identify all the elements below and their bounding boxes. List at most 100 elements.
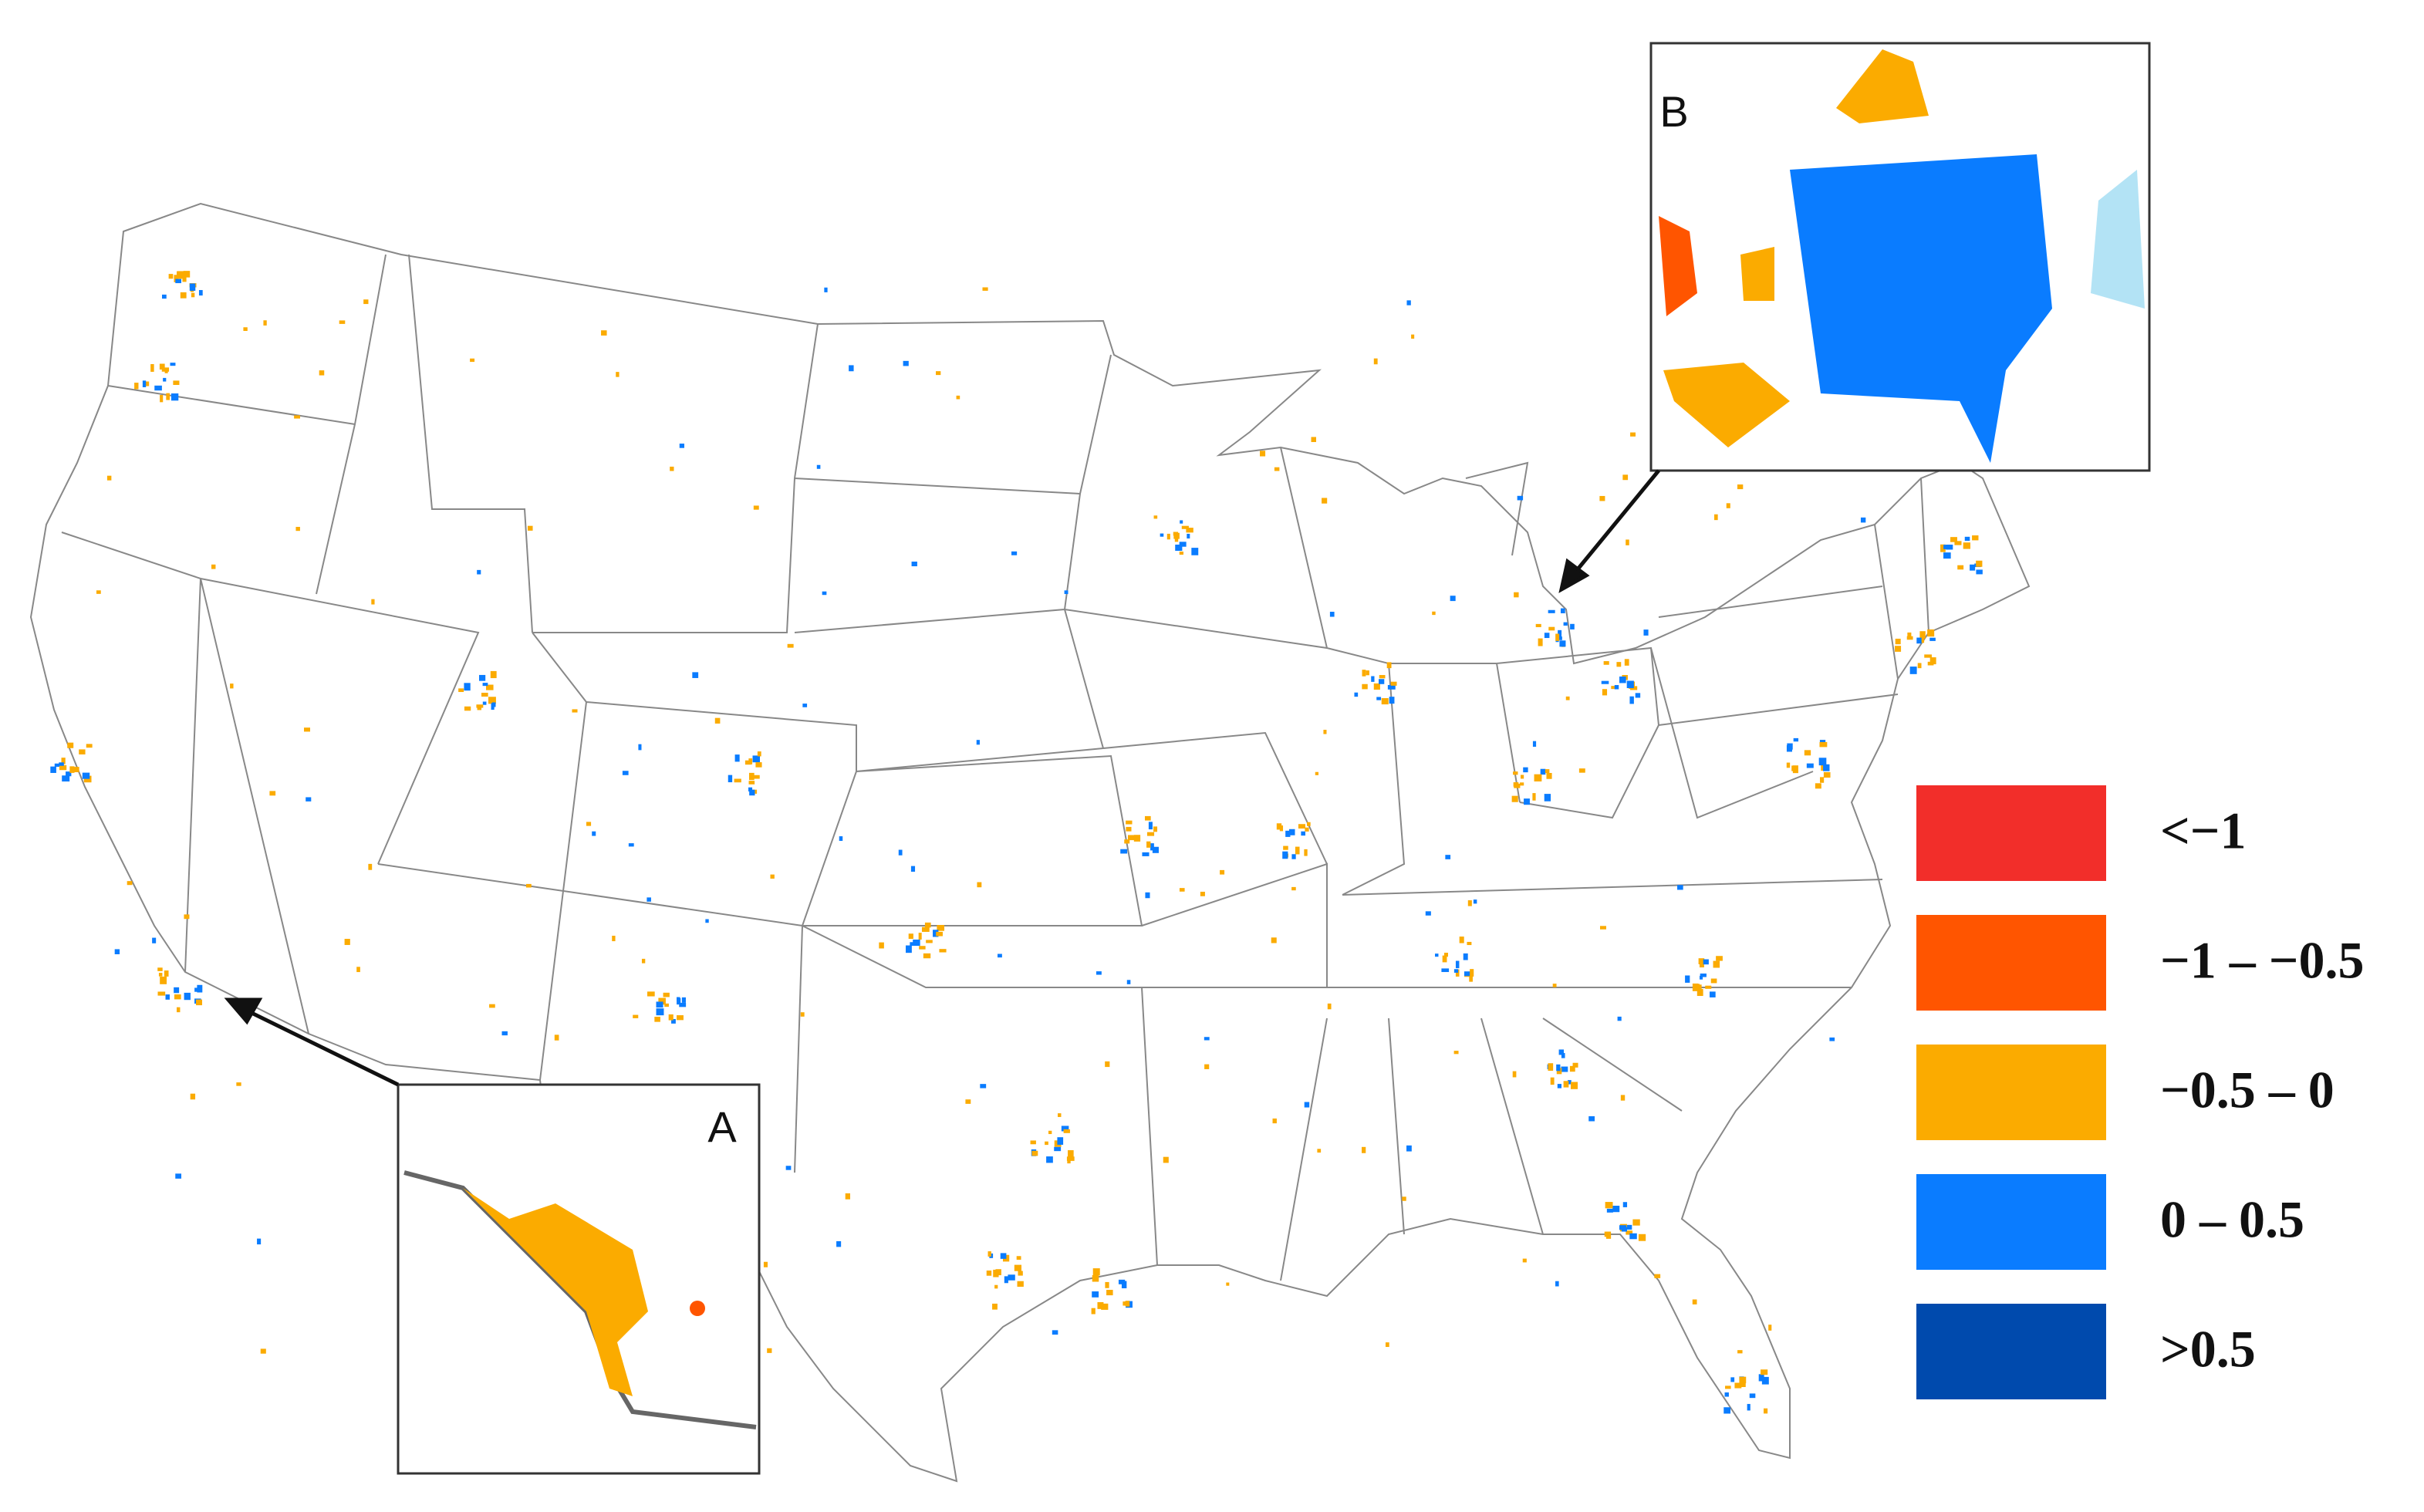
urban-patch xyxy=(236,1082,241,1086)
urban-patch xyxy=(160,394,164,403)
urban-patch xyxy=(134,383,139,390)
urban-patch xyxy=(1820,777,1825,783)
urban-patch xyxy=(83,775,92,783)
urban-patch xyxy=(482,683,488,687)
urban-patch xyxy=(304,727,310,732)
urban-patch xyxy=(1786,762,1791,768)
urban-patch xyxy=(1725,1385,1731,1389)
urban-patch xyxy=(1064,590,1069,595)
urban-patch xyxy=(363,299,369,305)
urban-area xyxy=(1790,154,2052,463)
urban-patch xyxy=(1544,794,1551,802)
urban-patch xyxy=(1705,985,1712,989)
urban-patch xyxy=(1611,686,1617,690)
urban-patch xyxy=(1390,681,1397,686)
urban-patch xyxy=(908,933,913,940)
urban-patch xyxy=(1963,542,1970,549)
urban-patch xyxy=(1976,569,1983,575)
urban-patch xyxy=(670,466,674,471)
urban-patch xyxy=(488,697,496,704)
urban-patch xyxy=(168,274,174,279)
urban-patch xyxy=(1123,1301,1126,1306)
urban-patch xyxy=(152,937,157,943)
urban-patch xyxy=(67,742,74,748)
urban-patch xyxy=(501,1031,508,1036)
urban-patch xyxy=(757,751,761,757)
urban-patch xyxy=(1927,661,1934,666)
urban-patch xyxy=(980,1084,987,1088)
urban-patch xyxy=(1304,849,1308,856)
urban-patch xyxy=(1379,675,1386,679)
urban-patch xyxy=(479,674,486,681)
urban-patch xyxy=(1406,1145,1412,1152)
urban-patch xyxy=(1315,771,1319,775)
urban-patch xyxy=(1304,1102,1310,1108)
urban-patch xyxy=(692,672,699,678)
urban-patch xyxy=(1556,1064,1561,1072)
urban-patch xyxy=(182,274,187,282)
urban-patch xyxy=(1017,1281,1024,1288)
urban-patch xyxy=(1153,515,1158,519)
urban-patch xyxy=(50,766,56,773)
urban-patch xyxy=(910,866,916,872)
urban-patch xyxy=(663,992,670,997)
urban-patch xyxy=(1534,774,1542,781)
urban-patch xyxy=(1180,520,1183,524)
urban-patch xyxy=(1411,334,1415,339)
urban-patch xyxy=(1307,822,1311,826)
urban-patch xyxy=(371,599,375,605)
urban-patch xyxy=(1638,1234,1646,1241)
urban-patch xyxy=(142,380,147,387)
urban-patch xyxy=(1909,667,1917,674)
urban-patch xyxy=(166,393,170,400)
urban-patch xyxy=(1295,846,1300,855)
legend-swatch xyxy=(1916,785,2106,881)
urban-patch xyxy=(1068,1149,1074,1157)
urban-patch xyxy=(1445,855,1451,859)
urban-patch xyxy=(190,1093,196,1100)
urban-patch xyxy=(1470,969,1474,977)
urban-patch xyxy=(1058,1113,1062,1117)
country-outline xyxy=(29,202,2031,1483)
urban-patch xyxy=(1578,768,1585,773)
urban-patch xyxy=(1052,1330,1058,1335)
urban-patch xyxy=(1187,533,1190,539)
urban-patch xyxy=(1601,680,1609,684)
urban-patch xyxy=(1453,1051,1459,1055)
urban-patch xyxy=(470,358,475,363)
urban-patch xyxy=(879,942,884,949)
urban-patch xyxy=(1626,539,1629,545)
urban-patch xyxy=(849,365,854,372)
urban-patch xyxy=(767,1348,772,1353)
urban-patch xyxy=(1204,1037,1210,1041)
urban-patch xyxy=(748,781,755,785)
urban-patch xyxy=(174,987,180,994)
urban-patch xyxy=(1558,629,1562,638)
urban-patch xyxy=(1710,991,1716,997)
urban-patch xyxy=(1632,1219,1640,1226)
urban-patch xyxy=(1654,1274,1661,1278)
urban-patch xyxy=(913,939,920,947)
urban-patch xyxy=(1535,623,1541,627)
urban-patch xyxy=(836,1240,842,1247)
urban-patch xyxy=(1567,1080,1572,1085)
urban-patch xyxy=(527,525,533,531)
urban-patch xyxy=(1323,730,1327,734)
urban-patch xyxy=(1561,1066,1568,1072)
urban-patch xyxy=(1764,1408,1768,1414)
urban-patch xyxy=(1556,1068,1562,1075)
urban-patch xyxy=(191,292,195,298)
urban-patch xyxy=(82,772,90,779)
urban-patch xyxy=(368,863,373,870)
urban-patch xyxy=(1406,300,1411,305)
urban-patch xyxy=(1917,663,1922,669)
urban-patch xyxy=(1121,1281,1127,1288)
urban-patch xyxy=(748,772,755,781)
urban-patch xyxy=(1298,824,1305,829)
urban-patch xyxy=(1327,1003,1332,1010)
urban-patch xyxy=(1823,764,1830,771)
urban-patch xyxy=(1546,772,1552,779)
urban-patch xyxy=(668,1014,674,1021)
urban-patch xyxy=(1558,1049,1564,1055)
urban-patch xyxy=(174,275,179,282)
